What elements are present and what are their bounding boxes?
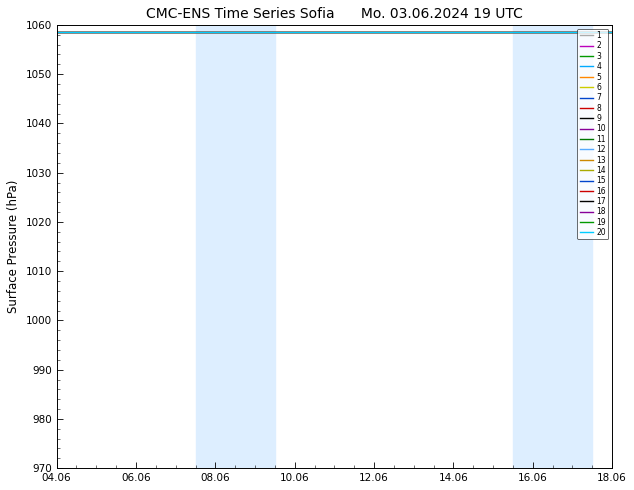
- Bar: [195, 25, 235, 468]
- Y-axis label: Surface Pressure (hPa): Surface Pressure (hPa): [7, 180, 20, 313]
- Bar: [513, 25, 553, 468]
- Title: CMC-ENS Time Series Sofia      Mo. 03.06.2024 19 UTC: CMC-ENS Time Series Sofia Mo. 03.06.2024…: [146, 7, 523, 21]
- Bar: [553, 25, 592, 468]
- Legend: 1, 2, 3, 4, 5, 6, 7, 8, 9, 10, 11, 12, 13, 14, 15, 16, 17, 18, 19, 20: 1, 2, 3, 4, 5, 6, 7, 8, 9, 10, 11, 12, 1…: [578, 29, 609, 240]
- Bar: [235, 25, 275, 468]
